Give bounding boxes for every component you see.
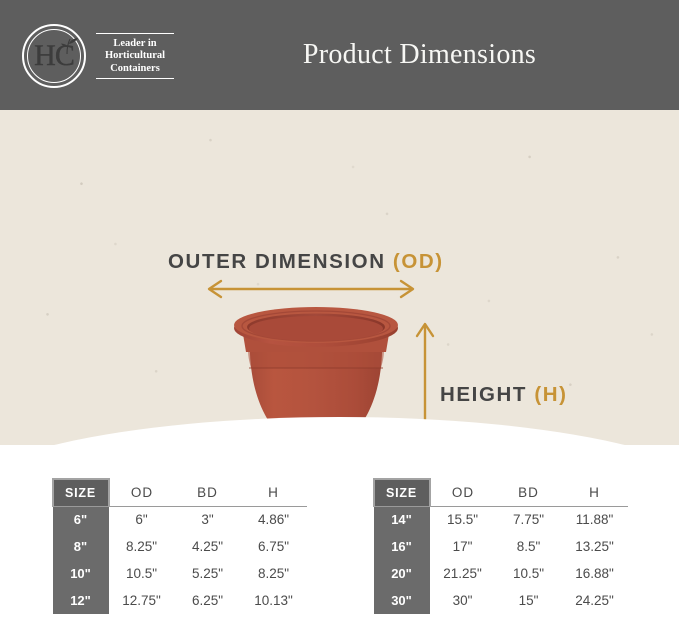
brand-logo: HC Leader in Horticultural Containers xyxy=(22,24,174,88)
cell-od: 8.25" xyxy=(125,539,158,554)
logo-circle: HC xyxy=(22,24,86,88)
tagline-line-3: Containers xyxy=(110,62,160,74)
table-row: 30" 30" 15" 24.25" xyxy=(373,587,628,614)
table-row: 16" 17" 8.5" 13.25" xyxy=(373,533,628,560)
cell-od: 10.5" xyxy=(125,566,158,581)
cell-od: 17" xyxy=(452,539,473,554)
cell-od: 30" xyxy=(452,593,473,608)
panel-bottom-curve xyxy=(0,417,679,445)
height-code: (H) xyxy=(534,383,568,406)
table-row: 8" 8.25" 4.25" 6.75" xyxy=(52,533,307,560)
planter-pot-illustration xyxy=(234,307,398,444)
table-row: 6" 6" 3" 4.86" xyxy=(52,506,307,533)
cell-h: 4.86" xyxy=(257,512,290,528)
cell-od: 6" xyxy=(135,512,148,528)
cell-h: 16.88" xyxy=(575,566,614,581)
cell-h: 6.75" xyxy=(257,539,290,554)
column-header-h: H xyxy=(240,479,307,507)
brand-tagline: Leader in Horticultural Containers xyxy=(96,32,174,80)
cell-h: 11.88" xyxy=(575,512,614,528)
outer-dimension-arrow-icon xyxy=(207,279,415,299)
cell-bd: 7.75" xyxy=(512,512,545,528)
table-row: 14" 15.5" 7.75" 11.88" xyxy=(373,506,628,533)
cell-od: 21.25" xyxy=(443,566,482,581)
cell-bd: 8.5" xyxy=(516,539,541,554)
cell-bd: 4.25" xyxy=(191,539,224,554)
cell-size: 8" xyxy=(52,533,109,560)
cell-size: 20" xyxy=(373,560,430,587)
leaf-sprout-icon xyxy=(61,38,78,55)
column-header-size: SIZE xyxy=(51,478,110,507)
page-title: Product Dimensions xyxy=(302,39,537,70)
tagline-line-2: Horticultural xyxy=(104,50,166,62)
cell-bd: 6.25" xyxy=(191,593,224,608)
outer-dimension-code: (OD) xyxy=(392,250,444,273)
cell-bd: 10.5" xyxy=(512,566,545,581)
cell-size: 14" xyxy=(373,506,430,533)
dimension-tables: SIZE OD BD H 6" 6" 3" 4.86" 8" 8.25" 4.2… xyxy=(0,478,679,614)
cell-bd: 5.25" xyxy=(191,566,224,581)
cell-size: 12" xyxy=(52,587,109,614)
cell-size: 10" xyxy=(52,560,109,587)
table-header-row: SIZE OD BD H xyxy=(51,478,307,507)
column-header-h: H xyxy=(561,479,628,507)
column-header-bd: BD xyxy=(495,479,562,507)
height-name: HEIGHT xyxy=(440,383,528,406)
dimension-table-small: SIZE OD BD H 6" 6" 3" 4.86" 8" 8.25" 4.2… xyxy=(51,478,307,614)
column-header-bd: BD xyxy=(174,479,241,507)
cell-bd: 15" xyxy=(518,593,539,608)
cell-bd: 3" xyxy=(201,512,214,528)
outer-dimension-label: OUTER DIMENSION (OD) xyxy=(168,250,444,274)
cell-size: 6" xyxy=(52,506,109,533)
column-header-od: OD xyxy=(429,479,496,507)
table-row: 12" 12.75" 6.25" 10.13" xyxy=(52,587,307,614)
header-bar: HC Leader in Horticultural Containers Pr… xyxy=(0,0,679,110)
cell-size: 30" xyxy=(373,587,430,614)
column-header-od: OD xyxy=(108,479,175,507)
cell-od: 15.5" xyxy=(446,512,479,528)
dimension-table-large: SIZE OD BD H 14" 15.5" 7.75" 11.88" 16" … xyxy=(372,478,628,614)
tagline-line-1: Leader in xyxy=(113,37,157,49)
height-label: HEIGHT (H) xyxy=(440,383,568,407)
table-row: 10" 10.5" 5.25" 8.25" xyxy=(52,560,307,587)
table-header-row: SIZE OD BD H xyxy=(372,478,628,507)
diagram-panel: OUTER DIMENSION (OD) HEIGHT (H) BASE DIM… xyxy=(0,110,679,445)
outer-dimension-name: OUTER DIMENSION xyxy=(168,250,386,273)
cell-h: 13.25" xyxy=(575,539,614,554)
column-header-size: SIZE xyxy=(372,478,431,507)
cell-h: 10.13" xyxy=(254,593,293,608)
cell-h: 24.25" xyxy=(575,593,614,608)
cell-size: 16" xyxy=(373,533,430,560)
cell-h: 8.25" xyxy=(257,566,290,581)
table-row: 20" 21.25" 10.5" 16.88" xyxy=(373,560,628,587)
cell-od: 12.75" xyxy=(122,593,161,608)
